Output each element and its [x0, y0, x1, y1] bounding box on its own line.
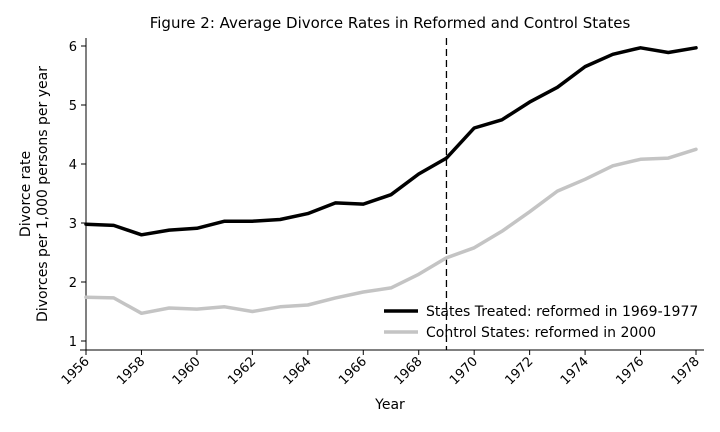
series-line-2	[84, 147, 698, 316]
x-tick-label: 1970	[447, 354, 481, 388]
y-tick-label: 4	[69, 158, 77, 173]
series-layer	[84, 46, 698, 316]
y-axis-label-line-2: Divorces per 1,000 persons per year	[35, 66, 51, 322]
x-axis-label: Year	[374, 397, 405, 413]
x-tick-label: 1976	[613, 354, 647, 388]
x-tick-label: 1956	[59, 354, 93, 388]
legend-label: States Treated: reformed in 1969-1977	[426, 304, 698, 320]
x-tick-label: 1972	[502, 354, 536, 388]
y-tick-label: 2	[69, 276, 77, 291]
x-tick-label: 1964	[281, 354, 315, 388]
y-tick-label: 6	[69, 40, 77, 55]
y-axis-label: Divorce rate Divorces per 1,000 persons …	[18, 66, 51, 322]
y-tick-label: 5	[69, 99, 77, 114]
x-tick-label: 1966	[336, 354, 370, 388]
x-tick-label: 1974	[558, 354, 592, 388]
x-tick-label: 1962	[225, 354, 259, 388]
y-axis-label-line-1: Divorce rate	[18, 151, 34, 237]
y-tick-label: 3	[69, 217, 77, 232]
chart-title: Figure 2: Average Divorce Rates in Refor…	[150, 14, 631, 32]
x-tick-label: 1978	[669, 354, 703, 388]
x-tick-label: 1958	[114, 354, 148, 388]
y-tick-label: 1	[69, 335, 77, 350]
series-line-1	[84, 46, 698, 237]
x-tick-label: 1960	[170, 354, 204, 388]
x-tick-label: 1968	[392, 354, 426, 388]
legend: States Treated: reformed in 1969-1977 Con…	[384, 304, 698, 341]
legend-label: Control States: reformed in 2000	[426, 325, 656, 341]
